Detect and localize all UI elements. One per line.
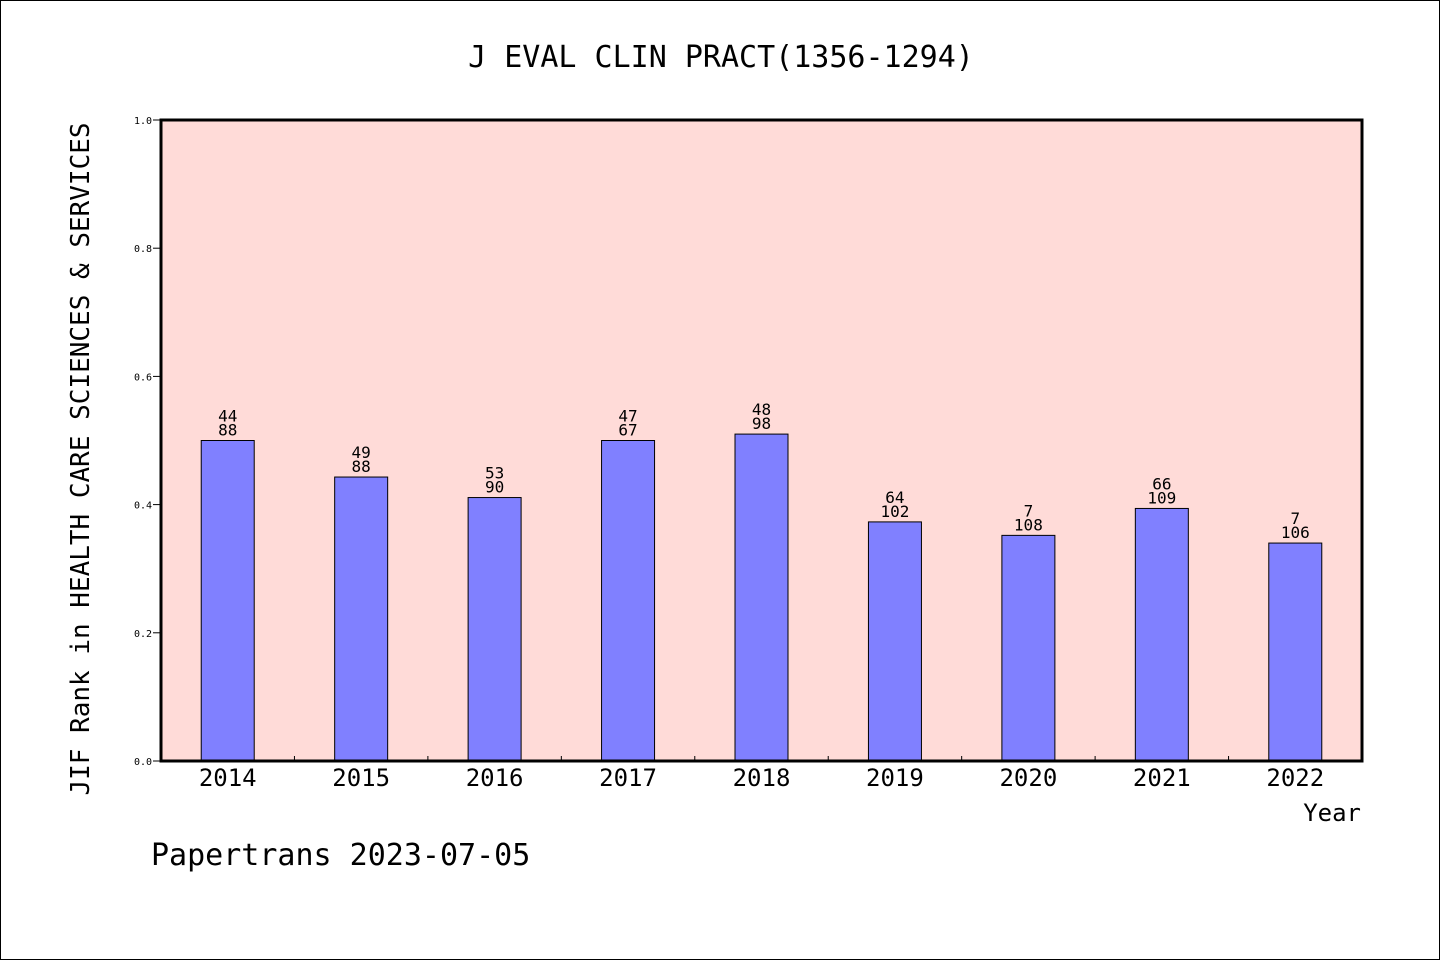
bar-2015 <box>334 476 389 762</box>
bar-2022 <box>1268 542 1323 762</box>
total-label-2016: 90 <box>485 478 504 497</box>
x-tick-2015: 2015 <box>332 764 390 792</box>
rank-label-2022: 7 <box>1290 509 1300 528</box>
x-axis-label: Year <box>1303 799 1361 827</box>
rank-label-2020: 7 <box>1024 501 1034 520</box>
x-tick-2019: 2019 <box>866 764 924 792</box>
total-label-2014: 88 <box>218 421 237 440</box>
y-tick-0.0: 0.0 <box>134 757 152 768</box>
x-tick-2021: 2021 <box>1133 764 1191 792</box>
total-label-2017: 67 <box>618 421 637 440</box>
total-label-2018: 98 <box>752 414 771 433</box>
bar-2016 <box>467 497 522 762</box>
x-tick-2014: 2014 <box>199 764 257 792</box>
y-tick-0.2: 0.2 <box>134 629 152 640</box>
bar-2021 <box>1134 507 1189 762</box>
bar-2020 <box>1001 534 1056 762</box>
total-label-2015: 88 <box>352 457 371 476</box>
total-label-2022: 106 <box>1281 523 1310 542</box>
y-tick-1.0: 1.0 <box>134 116 152 127</box>
rank-label-2017: 47 <box>618 407 637 426</box>
y-tick-0.4: 0.4 <box>134 501 152 512</box>
bar-2019 <box>867 521 922 762</box>
y-axis: 0.0 0.2 0.4 0.6 0.8 1.0 <box>134 116 161 768</box>
bar-2014 <box>200 440 255 762</box>
bars-group <box>200 433 1323 762</box>
rank-label-2014: 44 <box>218 407 237 426</box>
plot-border <box>159 118 1364 763</box>
x-tick-2016: 2016 <box>466 764 524 792</box>
x-tick-2018: 2018 <box>733 764 791 792</box>
x-tick-2020: 2020 <box>999 764 1057 792</box>
x-tick-2017: 2017 <box>599 764 657 792</box>
x-tick-2022: 2022 <box>1266 764 1324 792</box>
chart-title: J EVAL CLIN PRACT(1356-1294) <box>468 40 974 75</box>
total-label-2019: 102 <box>880 502 909 521</box>
total-label-2021: 109 <box>1147 488 1176 507</box>
rank-label-2016: 53 <box>485 464 504 483</box>
y-tick-0.6: 0.6 <box>134 372 152 383</box>
rank-label-2018: 48 <box>752 400 771 419</box>
footer-text: Papertrans 2023-07-05 <box>151 838 530 873</box>
x-axis: 2014 2015 2016 2017 2018 2019 2020 2021 2022 <box>199 756 1324 792</box>
total-label-2020: 108 <box>1014 515 1043 534</box>
rank-label-2021: 66 <box>1152 474 1171 493</box>
rank-label-2015: 49 <box>352 443 371 462</box>
y-axis-label: JIF Rank in HEALTH CARE SCIENCES & SERVI… <box>66 122 96 795</box>
bar-2017 <box>601 440 656 762</box>
bar-2018 <box>734 433 789 762</box>
rank-label-2019: 64 <box>885 488 904 507</box>
y-tick-0.8: 0.8 <box>134 244 152 255</box>
